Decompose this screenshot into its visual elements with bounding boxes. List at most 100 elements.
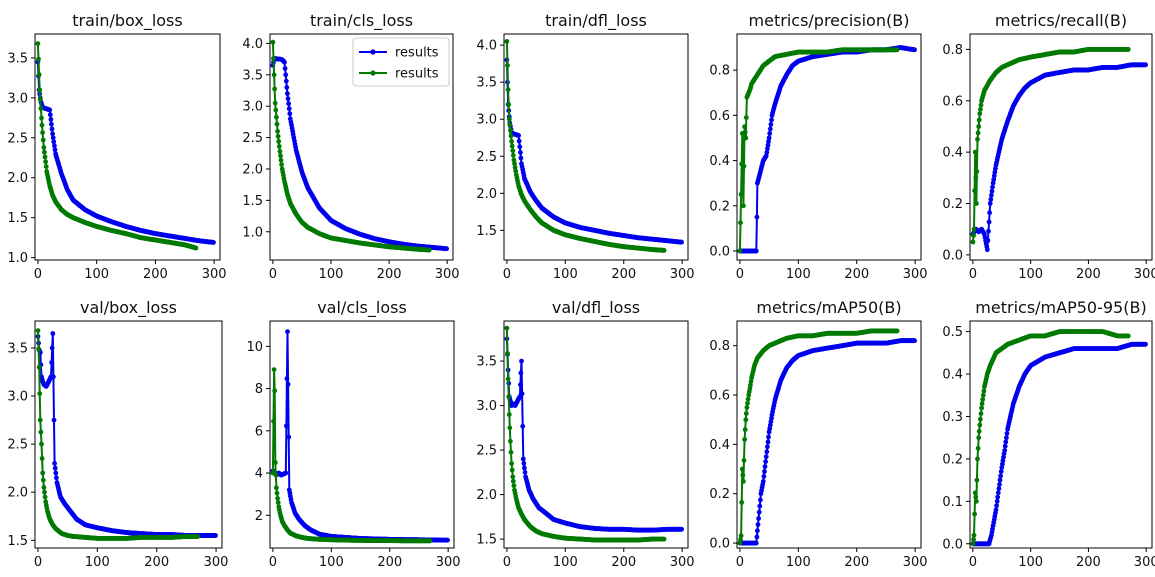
data-point bbox=[39, 441, 44, 447]
chart-title: val/dfl_loss bbox=[552, 298, 640, 318]
x-tick-label: 300 bbox=[202, 267, 227, 282]
data-point bbox=[766, 135, 772, 141]
data-point bbox=[275, 500, 281, 505]
y-tick-label: 3.0 bbox=[242, 100, 263, 115]
series-line bbox=[36, 43, 197, 249]
data-point bbox=[743, 135, 749, 141]
data-point bbox=[519, 358, 524, 364]
y-tick-label: 0.8 bbox=[709, 339, 730, 354]
data-point bbox=[505, 376, 511, 382]
data-point bbox=[763, 454, 769, 460]
data-point bbox=[36, 364, 42, 370]
data-point bbox=[273, 472, 279, 478]
data-point bbox=[975, 136, 980, 142]
x-tick-label: 200 bbox=[611, 555, 636, 570]
y-tick-label: 3.5 bbox=[476, 355, 497, 370]
data-point bbox=[912, 47, 917, 53]
data-point bbox=[50, 331, 56, 336]
data-point bbox=[766, 434, 771, 440]
x-tick-label: 200 bbox=[611, 267, 636, 282]
data-point bbox=[521, 461, 527, 466]
data-point bbox=[978, 102, 984, 108]
data-point bbox=[283, 72, 289, 78]
y-tick-label: 2 bbox=[255, 509, 263, 524]
data-point bbox=[50, 135, 56, 141]
x-tick-label: 300 bbox=[670, 267, 695, 282]
data-point bbox=[36, 346, 41, 352]
series-line bbox=[738, 48, 898, 252]
data-point bbox=[989, 192, 994, 198]
data-point bbox=[741, 163, 747, 169]
y-tick-label: 0.0 bbox=[709, 537, 730, 552]
data-point bbox=[505, 63, 510, 68]
x-tick-label: 100 bbox=[319, 267, 344, 282]
x-tick-label: 0 bbox=[736, 555, 744, 570]
data-point bbox=[37, 417, 43, 423]
data-point bbox=[275, 496, 280, 501]
data-point bbox=[49, 345, 55, 351]
data-point bbox=[39, 456, 45, 461]
y-tick-label: 0.0 bbox=[942, 248, 963, 263]
data-point bbox=[52, 143, 57, 149]
y-tick-label: 1.5 bbox=[7, 211, 28, 226]
data-point bbox=[39, 115, 44, 121]
x-tick-label: 0 bbox=[503, 555, 511, 570]
y-tick-label: 6 bbox=[255, 424, 263, 439]
data-point bbox=[508, 133, 514, 139]
x-tick-label: 0 bbox=[34, 267, 42, 282]
legend-label: results bbox=[395, 46, 439, 61]
data-point bbox=[274, 121, 280, 127]
data-point bbox=[283, 78, 289, 84]
chart-title: train/cls_loss bbox=[310, 11, 413, 31]
y-tick-label: 3.0 bbox=[476, 113, 497, 128]
data-point bbox=[510, 478, 516, 484]
data-point bbox=[761, 474, 767, 479]
plot-frame bbox=[736, 320, 922, 549]
data-point bbox=[508, 127, 513, 133]
series-line bbox=[37, 330, 198, 540]
data-point bbox=[284, 376, 290, 382]
data-point bbox=[510, 148, 516, 154]
data-point bbox=[274, 490, 280, 496]
chart-panel: metrics/precision(B)0 100 200 3000.00.20.40… bbox=[709, 11, 927, 282]
data-point bbox=[737, 248, 743, 254]
data-point bbox=[52, 461, 57, 466]
x-tick-label: 0 bbox=[736, 267, 744, 282]
data-point bbox=[36, 56, 41, 62]
chart-title: metrics/mAP50(B) bbox=[756, 298, 901, 317]
data-point bbox=[506, 412, 512, 417]
plot-frame bbox=[34, 33, 221, 261]
data-point bbox=[987, 201, 993, 206]
data-point bbox=[195, 534, 201, 539]
data-point bbox=[760, 479, 766, 484]
data-point bbox=[282, 59, 287, 65]
data-point bbox=[36, 72, 42, 77]
data-point bbox=[50, 131, 55, 137]
data-point bbox=[972, 188, 977, 194]
data-point bbox=[275, 128, 280, 134]
y-tick-label: 0.0 bbox=[709, 244, 730, 259]
data-point bbox=[763, 459, 768, 464]
data-point bbox=[742, 124, 747, 130]
data-point bbox=[278, 153, 283, 159]
data-point bbox=[506, 102, 512, 107]
data-point bbox=[271, 56, 276, 61]
y-tick-label: 1.0 bbox=[242, 225, 263, 240]
data-point bbox=[42, 149, 47, 155]
data-point bbox=[285, 329, 290, 334]
data-point bbox=[274, 114, 279, 120]
chart-title: train/box_loss bbox=[72, 11, 182, 31]
data-point bbox=[52, 147, 58, 153]
data-point bbox=[738, 192, 744, 197]
data-point bbox=[213, 533, 218, 538]
data-point bbox=[426, 247, 432, 253]
y-tick-label: 2.0 bbox=[7, 486, 28, 501]
data-point bbox=[48, 117, 54, 122]
data-point bbox=[444, 246, 449, 252]
chart-title: val/box_loss bbox=[80, 298, 177, 318]
y-tick-label: 0.8 bbox=[709, 64, 730, 79]
data-point bbox=[976, 124, 982, 129]
y-tick-label: 3.5 bbox=[7, 51, 28, 66]
